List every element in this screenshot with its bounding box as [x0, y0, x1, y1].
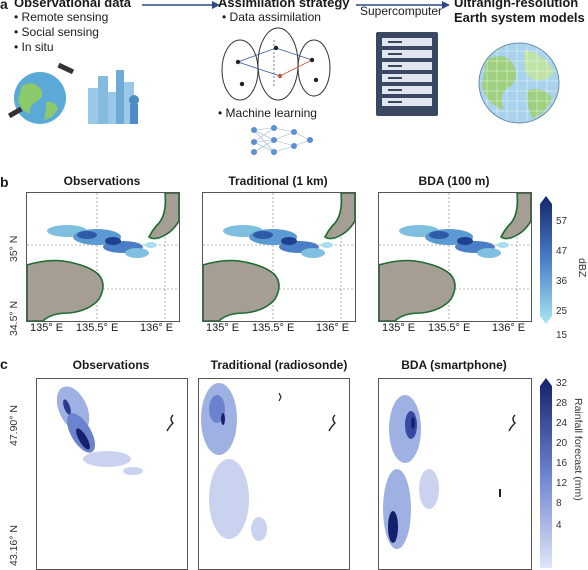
c-title-2: Traditional (radiosonde) — [210, 358, 348, 372]
radar-map-observations — [26, 192, 180, 322]
b-cbtick-4: 25 — [556, 306, 568, 317]
obs-item-3: • In situ — [14, 40, 54, 54]
c-title-3: BDA (smartphone) — [401, 358, 507, 372]
data-assimilation-diagram — [221, 27, 331, 101]
panel-b-letter: b — [0, 174, 9, 190]
c-cbtick-3: 24 — [556, 418, 568, 429]
gridded-globe-icon — [478, 42, 560, 124]
c-cbtick-1: 32 — [556, 378, 568, 389]
dbz-colorbar — [540, 196, 552, 324]
obs-item-1: • Remote sensing — [14, 10, 109, 24]
c-colorbar-label: Rainfall forecast (mm) — [572, 398, 584, 501]
c-cbtick-8: 4 — [556, 520, 562, 531]
b-ytick-1: 35° N — [8, 235, 20, 262]
models-heading-1: Ultrahigh-resolution — [454, 0, 579, 10]
flow-arrow-2 — [356, 1, 450, 9]
assimilation-heading: Assimilation strategy — [218, 0, 350, 10]
radar-map-traditional — [202, 192, 356, 322]
supercomputer-icon — [376, 32, 438, 116]
radar-map-bda — [378, 192, 532, 322]
b2-xtick-2: 135.5° E — [252, 322, 295, 334]
c-ytick-1: 47.90° N — [8, 405, 20, 446]
models-heading-2: Earth system models — [454, 10, 585, 25]
b1-xtick-1: 135° E — [30, 322, 64, 334]
c-cbtick-7: 8 — [556, 498, 562, 509]
flow-arrow-1 — [142, 1, 220, 9]
b-colorbar-label: dBZ — [576, 258, 588, 278]
b3-xtick-1: 135° E — [382, 322, 416, 334]
obs-item-2: • Social sensing — [14, 25, 99, 39]
panel-c-letter: c — [0, 356, 8, 372]
b2-xtick-3: 136° E — [316, 322, 350, 334]
observational-heading: Observational data — [14, 0, 132, 10]
b1-xtick-2: 135.5° E — [76, 322, 119, 334]
neural-network-icon — [251, 125, 313, 155]
city-skyline-icon — [88, 70, 139, 124]
assim-item-1: • Data assimilation — [222, 10, 321, 24]
b3-xtick-2: 135.5° E — [428, 322, 471, 334]
b-title-2: Traditional (1 km) — [228, 174, 328, 188]
b-title-3: BDA (100 m) — [418, 174, 490, 188]
c-title-1: Observations — [72, 358, 150, 372]
b3-xtick-3: 136° E — [492, 322, 526, 334]
b1-xtick-3: 136° E — [140, 322, 174, 334]
rainfall-colorbar — [540, 378, 552, 568]
b-ytick-2: 34.5° N — [8, 300, 20, 336]
b-cbtick-3: 36 — [556, 276, 568, 287]
globe-satellite-icon — [7, 62, 75, 124]
b-cbtick-5: 15 — [556, 330, 568, 341]
c-cbtick-5: 16 — [556, 458, 568, 469]
assim-item-2: • Machine learning — [218, 106, 317, 120]
c-ytick-2: 43.16° N — [8, 525, 20, 566]
panel-a-letter: a — [0, 0, 8, 12]
rain-map-traditional — [198, 378, 350, 570]
supercomputer-label: Supercomputer — [360, 4, 443, 18]
rain-map-bda — [378, 378, 532, 570]
c-cbtick-6: 12 — [556, 478, 568, 489]
b-title-1: Observations — [63, 174, 141, 188]
c-cbtick-2: 28 — [556, 398, 568, 409]
c-cbtick-4: 20 — [556, 438, 568, 449]
b-cbtick-1: 57 — [556, 216, 568, 227]
b2-xtick-1: 135° E — [206, 322, 240, 334]
rain-map-observations — [36, 378, 188, 570]
b-cbtick-2: 47 — [556, 246, 568, 257]
